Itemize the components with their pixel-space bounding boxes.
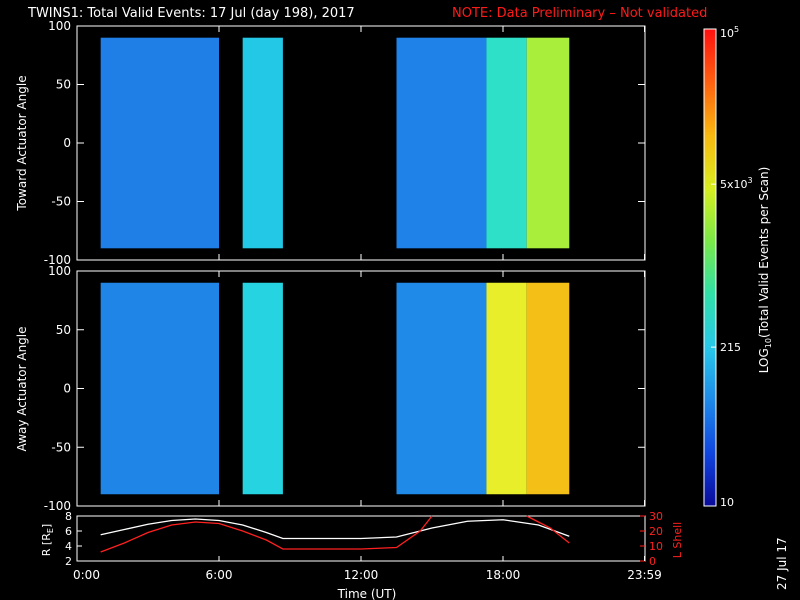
away-y-tick-label: 50 — [56, 323, 71, 337]
orbit-left-tick-label: 4 — [65, 540, 72, 553]
away-data-block-0 — [100, 282, 219, 495]
away-data-block-3 — [486, 282, 527, 495]
x-tick-label: 0:00 — [73, 568, 100, 582]
lshell-line-1 — [100, 515, 433, 553]
away-data-block-4 — [526, 282, 570, 495]
toward-panel: 100 50 0 -50 -100 — [44, 19, 646, 267]
plot-title: TWINS1: Total Valid Events: 17 Jul (day … — [28, 6, 355, 21]
toward-data-block-1 — [242, 37, 283, 249]
colorbar-tick-label: 5x103 — [720, 176, 753, 191]
orbit-right-tick-label: 20 — [649, 525, 663, 538]
colorbar: 105 5x103 215 10 — [703, 25, 753, 509]
radius-line-0 — [100, 518, 570, 540]
away-y-tick-label: 100 — [48, 264, 71, 278]
toward-y-tick-label: 50 — [56, 78, 71, 92]
toward-data-block-2 — [396, 37, 487, 249]
orbit-left-tick-label: 6 — [65, 525, 72, 538]
away-y-tick-label: 0 — [63, 382, 71, 396]
away-panel: 100 50 0 -50 -100 — [44, 264, 646, 513]
colorbar-tick-label: 215 — [720, 341, 741, 354]
away-y-tick-label: -100 — [44, 499, 71, 513]
toward-y-tick-label: 100 — [48, 19, 71, 33]
orbit-right-tick-label: 30 — [649, 510, 663, 523]
preliminary-note: NOTE: Data Preliminary – Not validated — [452, 6, 708, 21]
colorbar-tick-label: 105 — [720, 25, 739, 40]
toward-axis-label: Toward Actuator Angle — [15, 75, 29, 211]
toward-data-block-3 — [486, 37, 527, 249]
away-axis-label: Away Actuator Angle — [15, 326, 29, 451]
orbit-panel: 8 6 4 2 30 20 10 0 0:00 6:00 12:00 18:00 23:59 — [65, 510, 663, 582]
date-stamp: 27 Jul 17 — [775, 537, 789, 590]
toward-y-tick-label: 0 — [63, 136, 71, 150]
away-y-tick-label: -50 — [51, 440, 71, 454]
away-data-block-1 — [242, 282, 283, 495]
x-tick-label: 18:00 — [486, 568, 521, 582]
orbit-left-tick-label: 8 — [65, 510, 72, 523]
x-tick-label: 6:00 — [206, 568, 233, 582]
orbit-left-tick-label: 2 — [65, 555, 72, 568]
toward-y-tick-label: -50 — [51, 195, 71, 209]
lshell-line-2 — [526, 515, 570, 544]
x-axis-label: Time (UT) — [337, 587, 397, 600]
away-data-block-2 — [396, 282, 487, 495]
orbit-left-axis-label: R [RE] — [40, 524, 55, 556]
orbit-right-tick-label: 10 — [649, 540, 663, 553]
colorbar-tick-label: 10 — [720, 496, 734, 509]
toward-y-tick-label: -100 — [44, 253, 71, 267]
orbit-right-axis-label: L Shell — [671, 522, 684, 558]
x-tick-label: 12:00 — [344, 568, 379, 582]
toward-data-block-4 — [526, 37, 570, 249]
toward-data-block-0 — [100, 37, 219, 249]
orbit-right-tick-label: 0 — [649, 555, 656, 568]
colorbar-label: LOG10(Total Valid Events per Scan) — [757, 167, 773, 374]
x-tick-label: 23:59 — [627, 568, 662, 582]
